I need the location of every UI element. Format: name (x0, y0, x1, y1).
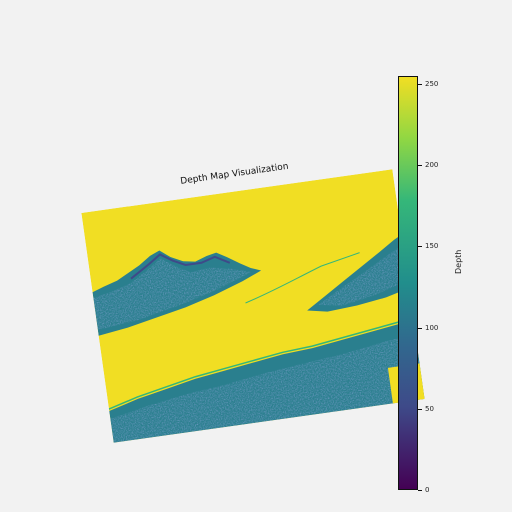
colorbar: 0 50 100 150 200 250 Depth (396, 74, 486, 494)
colorbar-label: Depth (454, 249, 463, 274)
mountain-left-ridge (130, 253, 231, 280)
mountain-right (307, 234, 410, 312)
foreground-bank-edge (108, 321, 400, 410)
shore-line (245, 252, 360, 304)
colorbar-tick-label: 100 (425, 323, 439, 332)
colorbar-tick-label: 50 (425, 404, 434, 413)
mountain-right-shadow (318, 244, 408, 306)
colorbar-tick-label: 200 (425, 161, 439, 170)
colorbar-tick (418, 408, 422, 410)
colorbar-tick-label: 150 (425, 242, 439, 251)
depth-heatmap (81, 169, 425, 443)
colorbar-tick (418, 84, 422, 86)
colorbar-gradient (398, 76, 418, 490)
plot-area: Depth Map Visualization (81, 162, 425, 443)
colorbar-tick (418, 327, 422, 329)
colorbar-tick-label: 0 (425, 486, 430, 494)
colorbar-tick-label: 250 (425, 80, 439, 89)
mountain-left-shadow (93, 258, 252, 330)
colorbar-tick (418, 490, 422, 491)
colorbar-tick (418, 165, 422, 167)
foreground-bank-dark (110, 333, 425, 443)
colorbar-tick (418, 246, 422, 248)
